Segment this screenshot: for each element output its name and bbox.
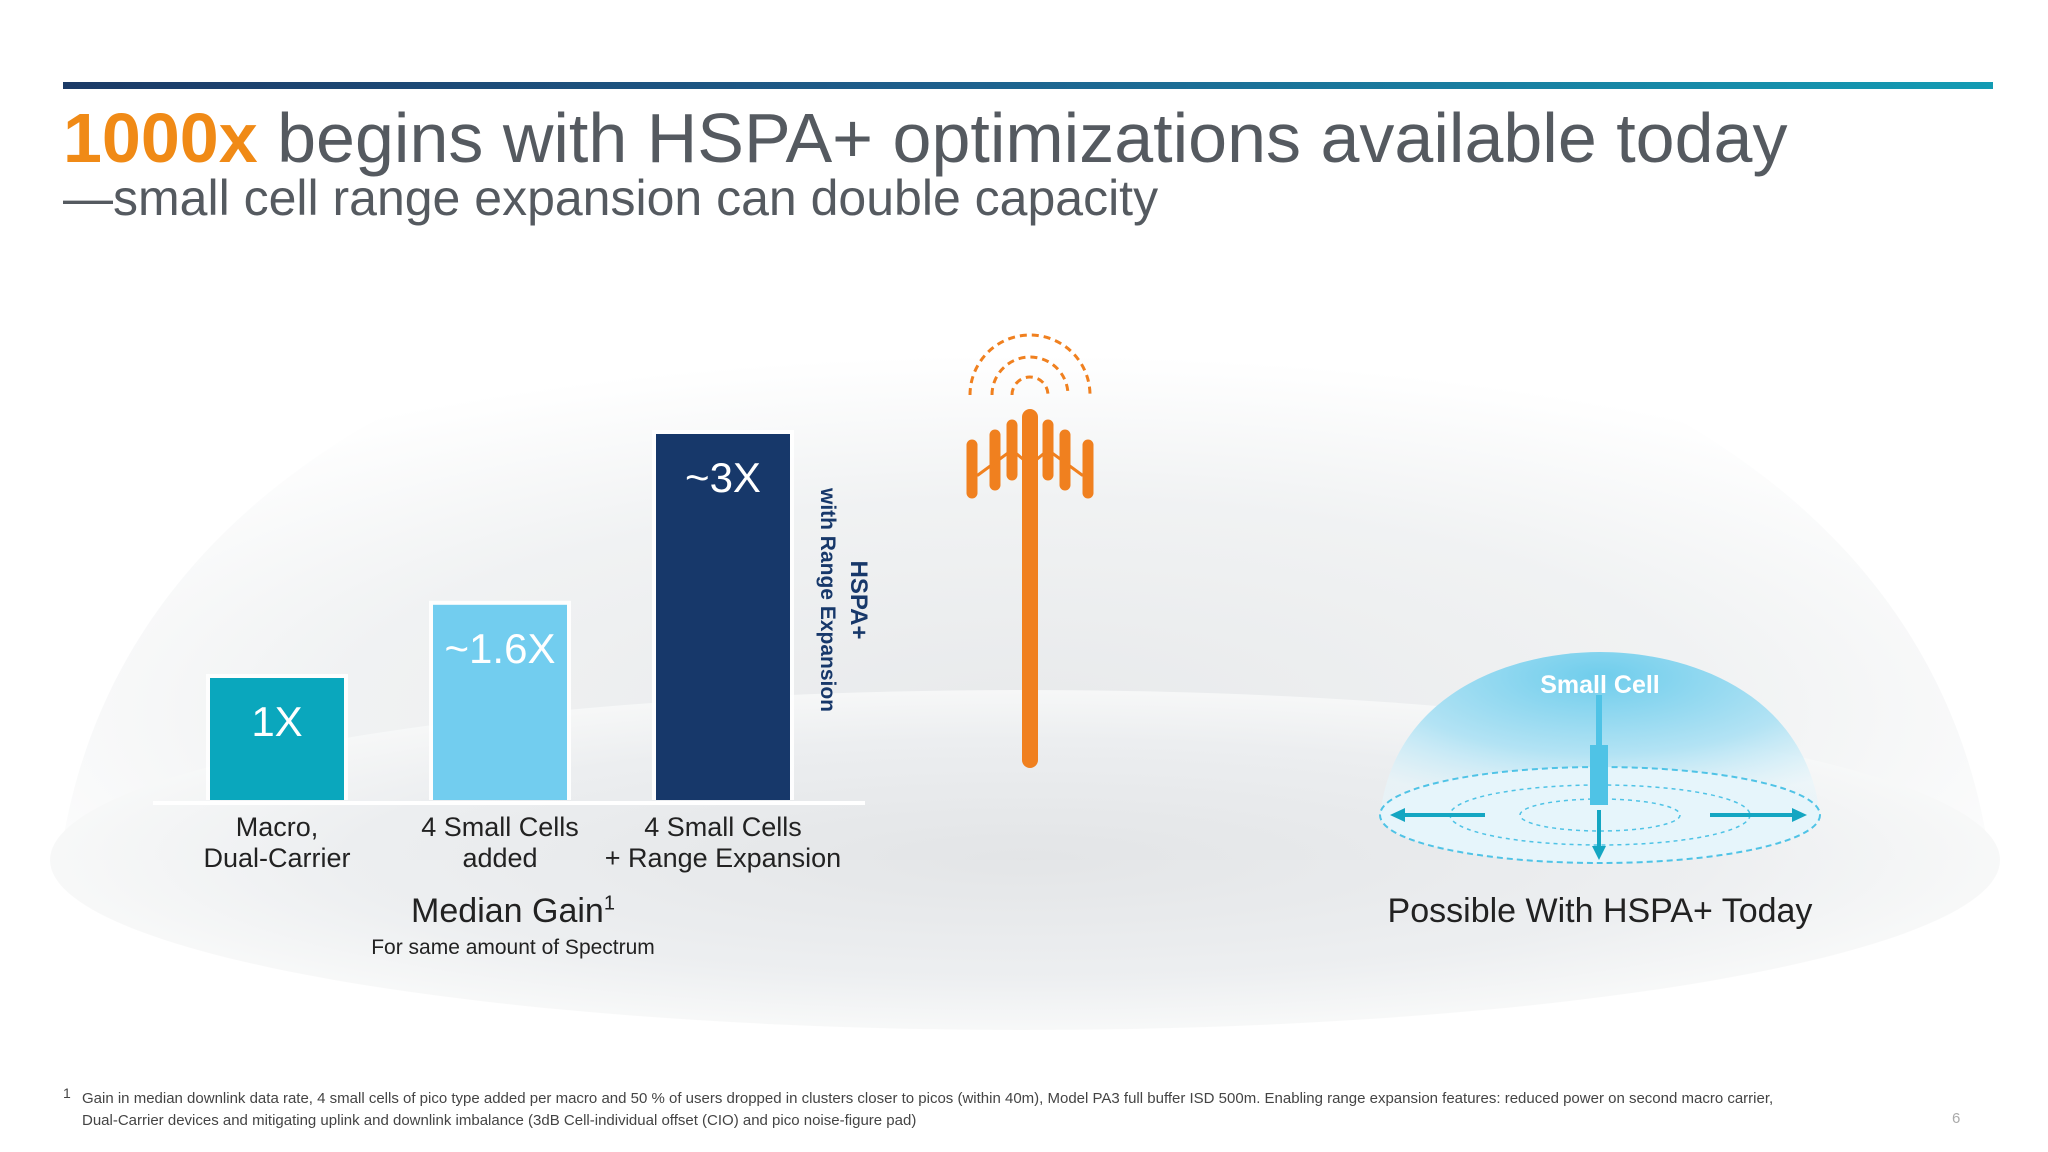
- chart-subtitle: For same amount of Spectrum: [371, 936, 655, 959]
- annotation-line-1: HSPA+: [845, 561, 872, 640]
- chart-title-footnote-mark: 1: [603, 892, 615, 915]
- chart-title-text: Median Gain: [411, 892, 604, 930]
- footnote-line-2: Dual-Carrier devices and mitigating upli…: [82, 1112, 917, 1129]
- category-label-1-line-2: Dual-Carrier: [203, 843, 351, 873]
- category-label-2-line-2: added: [462, 843, 538, 873]
- category-label-2: 4 Small Cells added: [380, 812, 620, 874]
- cell-tower-icon: [966, 333, 1094, 768]
- footnote-text: Gain in median downlink data rate, 4 sma…: [82, 1088, 1882, 1132]
- bar-data-label-1: 1X: [251, 698, 302, 745]
- bar-2: [433, 604, 567, 800]
- slide-subtitle: —small cell range expansion can double c…: [63, 170, 1159, 226]
- category-label-3-line-2: + Range Expansion: [604, 843, 842, 873]
- title-text: begins with HSPA+ optimizations availabl…: [257, 99, 1788, 177]
- bar-data-label-3: ~3X: [685, 454, 761, 501]
- title-accent: 1000x: [63, 99, 258, 177]
- page-number: 6: [1952, 1110, 1961, 1127]
- small-cell-label: Small Cell: [1540, 671, 1660, 699]
- category-label-3: 4 Small Cells + Range Expansion: [603, 812, 843, 874]
- chart-title: Median Gain1: [313, 892, 713, 931]
- bar-3: [656, 434, 790, 800]
- footnote-line-1: Gain in median downlink data rate, 4 sma…: [82, 1090, 1774, 1107]
- category-label-1: Macro, Dual-Carrier: [157, 812, 397, 874]
- footnote-mark: 1: [63, 1085, 71, 1101]
- bar-data-label-2: ~1.6X: [445, 625, 556, 672]
- bar-1: [210, 678, 344, 800]
- top-accent-bar: [63, 82, 1993, 89]
- category-label-2-line-1: 4 Small Cells: [421, 812, 579, 842]
- possible-with-hspa-caption: Possible With HSPA+ Today: [1387, 892, 1813, 930]
- small-cell-dome-icon: [1379, 652, 1821, 864]
- slide-title: 1000x begins with HSPA+ optimizations av…: [63, 96, 1963, 180]
- category-label-3-line-1: 4 Small Cells: [644, 812, 802, 842]
- annotation-line-2: with Range Expansion: [816, 487, 839, 712]
- category-label-1-line-1: Macro,: [235, 812, 319, 842]
- hspa-range-expansion-annotation: HSPA+ with Range Expansion: [816, 487, 872, 712]
